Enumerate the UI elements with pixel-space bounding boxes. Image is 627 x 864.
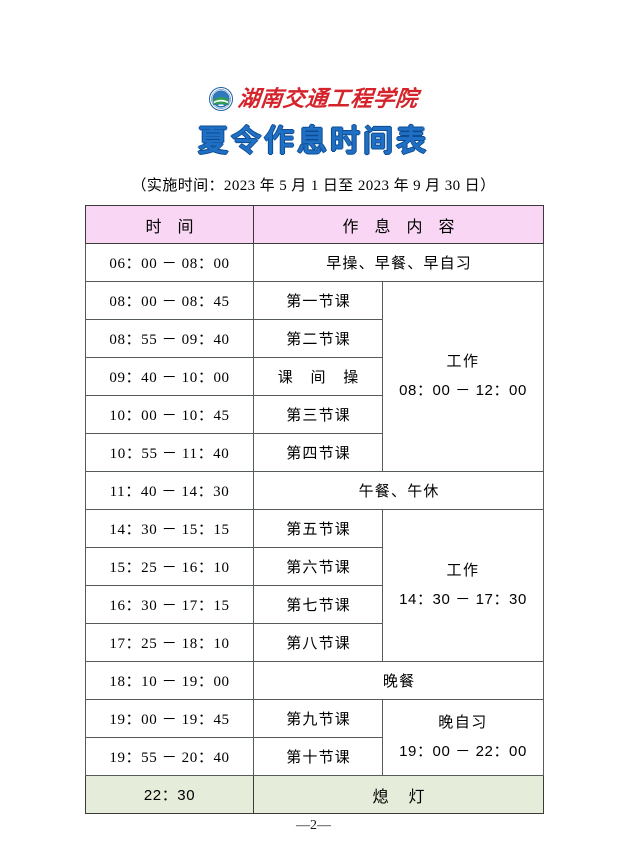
cell-activity: 第九节课	[253, 699, 383, 738]
schedule-table-container: 时 间 作 息 内 容 06：00 － 08：00 早操、早餐、早自习 08：0…	[85, 205, 545, 814]
cell-activity: 第一节课	[253, 281, 383, 320]
cell-activity: 早操、早餐、早自习	[252, 243, 545, 282]
cell-time: 14：30 － 15：15	[85, 509, 254, 548]
table-row: 19：55 － 20：40 第十节课	[85, 737, 544, 776]
note-label: 工作	[446, 563, 480, 579]
table-row: 16：30 － 17：15 第七节课	[85, 585, 544, 624]
note-label: 工作	[446, 354, 480, 370]
cell-time: 18：10 － 19：00	[85, 661, 254, 700]
school-name: 湖南交通工程学院	[236, 86, 420, 111]
cell-time: 08：00 － 08：45	[85, 281, 254, 320]
school-identity: 湖南交通工程学院	[208, 84, 420, 114]
cell-time: 10：00 － 10：45	[85, 395, 254, 434]
cell-time: 06：00 － 08：00	[85, 243, 254, 282]
cell-time: 17：25 － 18：10	[85, 623, 254, 662]
cell-note-afternoon-work: 工作 14：30 － 17：30	[381, 509, 545, 662]
page-number-footer: —2—	[296, 818, 331, 833]
cell-time: 22：30	[85, 775, 254, 814]
note-time-range: 19：00 － 22：00	[399, 742, 527, 760]
cell-activity: 熄 灯	[252, 775, 545, 814]
cell-time: 16：30 － 17：15	[85, 585, 254, 624]
note-label: 晚自习	[438, 715, 488, 731]
cell-activity: 第七节课	[253, 585, 383, 624]
document-masthead: 湖南交通工程学院 夏令作息时间表 （实施时间：2023 年 5 月 1 日至 2…	[0, 84, 627, 195]
effective-period-subtitle: （实施时间：2023 年 5 月 1 日至 2023 年 9 月 30 日）	[131, 178, 496, 194]
column-header-time: 时 间	[85, 205, 254, 244]
cell-activity: 第五节课	[253, 509, 383, 548]
page-title: 夏令作息时间表	[198, 125, 429, 158]
cell-activity: 第四节课	[253, 433, 383, 472]
cell-note-morning-work: 工作 08：00 － 12：00	[381, 281, 545, 472]
cell-time: 19：55 － 20：40	[85, 737, 254, 776]
cell-time: 09：40 － 10：00	[85, 357, 254, 396]
cell-activity: 第八节课	[253, 623, 383, 662]
school-emblem-icon	[208, 87, 233, 111]
cell-activity: 第六节课	[253, 547, 383, 586]
cell-activity: 第三节课	[253, 395, 383, 434]
table-row: 17：25 － 18：10 第八节课	[85, 623, 544, 662]
table-row: 15：25 － 16：10 第六节课	[85, 547, 544, 586]
cell-activity: 课 间 操	[253, 357, 383, 396]
cell-activity: 午餐、午休	[252, 471, 545, 510]
table-row: 19：00 － 19：45 第九节课 晚自习 19：00 － 22：00	[85, 699, 545, 776]
cell-time: 08：55 － 09：40	[85, 319, 254, 358]
table-row: 10：55 － 11：40 第四节课	[85, 433, 544, 472]
table-header-row: 时 间 作 息 内 容	[85, 205, 545, 244]
cell-time: 19：00 － 19：45	[85, 699, 254, 738]
note-time-range: 08：00 － 12：00	[399, 381, 527, 399]
table-row: 11：40 － 14：30 午餐、午休	[85, 471, 545, 510]
table-row: 06：00 － 08：00 早操、早餐、早自习	[85, 243, 545, 282]
cell-activity: 第十节课	[253, 737, 383, 776]
cell-activity: 晚餐	[252, 661, 545, 700]
table-row: 14：30 － 15：15 第五节课 工作 14：30 － 17：30	[85, 509, 545, 662]
table-row: 08：55 － 09：40 第二节课	[85, 319, 544, 358]
column-header-content: 作 息 内 容	[252, 205, 545, 244]
cell-time: 11：40 － 14：30	[85, 471, 254, 510]
table-row: 10：00 － 10：45 第三节课	[85, 395, 544, 434]
table-row: 18：10 － 19：00 晚餐	[85, 661, 545, 700]
cell-activity: 第二节课	[253, 319, 383, 358]
cell-time: 10：55 － 11：40	[85, 433, 254, 472]
schedule-table: 时 间 作 息 内 容 06：00 － 08：00 早操、早餐、早自习 08：0…	[85, 205, 545, 814]
table-row: 08：00 － 08：45 第一节课 工作 08：00 － 12：00	[85, 281, 545, 472]
cell-time: 15：25 － 16：10	[85, 547, 254, 586]
cell-note-evening-study: 晚自习 19：00 － 22：00	[381, 699, 545, 776]
table-row-lights-out: 22：30 熄 灯	[85, 775, 545, 814]
note-time-range: 14：30 － 17：30	[399, 590, 527, 608]
